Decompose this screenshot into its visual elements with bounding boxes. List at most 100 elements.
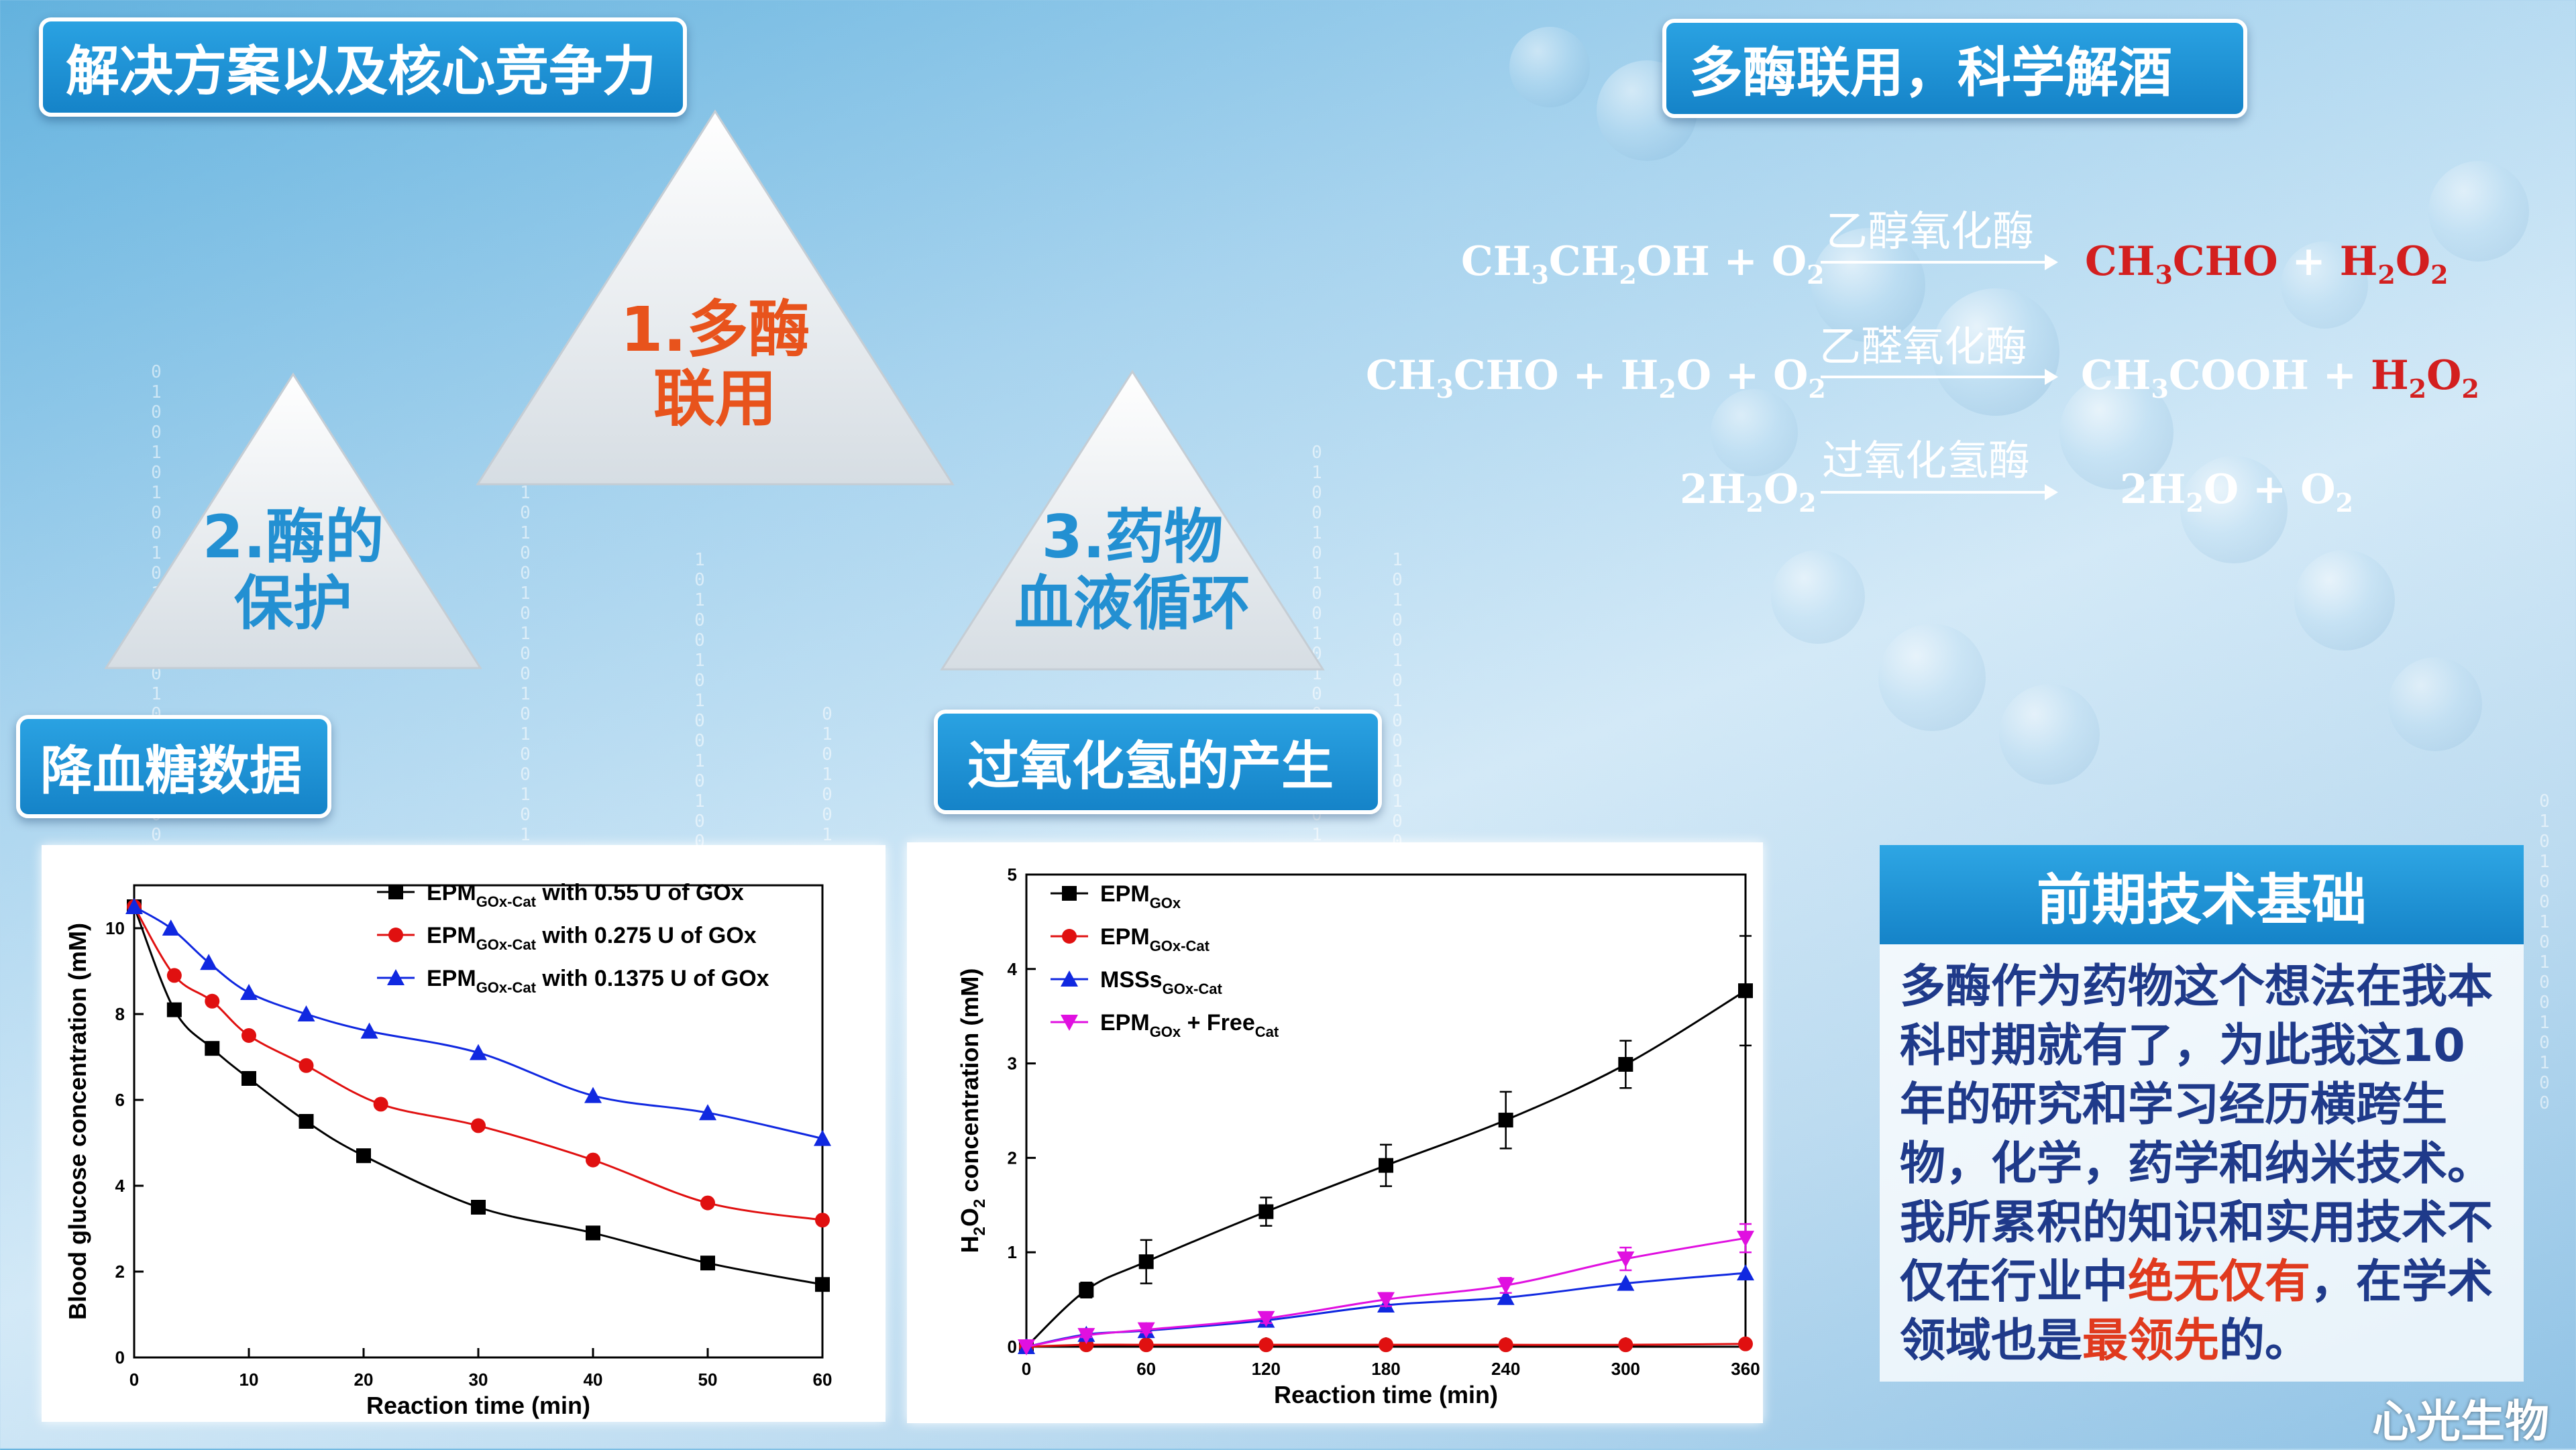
data-point [1258, 1337, 1274, 1353]
right-title-text: 多酶联用，科学解酒 [1689, 42, 2172, 104]
data-point [1617, 1274, 1635, 1291]
data-point [166, 968, 182, 983]
info-text-b: ，在学术领域也是 [1900, 1256, 2493, 1368]
x-tick-label: 180 [1371, 1359, 1400, 1379]
legend-marker [1061, 970, 1078, 987]
legend-name-sub: GOx-Cat [1150, 938, 1210, 954]
legend-name-sub: GOx-Cat [476, 936, 537, 953]
section-h2o2-text: 过氧化氢的产生 [967, 736, 1334, 797]
legend-label: MSSsGOx-Cat [1100, 967, 1223, 997]
h2o2-chart-svg: 0 60 120 180 240 300 360 0 1 2 3 4 5 Reaction time (m… [956, 865, 1760, 1408]
y-tick-label: 0 [1008, 1337, 1017, 1357]
x-tick-label: 60 [813, 1370, 833, 1390]
legend-name-sub: GOx-Cat [476, 893, 537, 910]
data-point [1738, 1336, 1753, 1351]
reaction-2-enzyme: 乙醛氧化酶 [1819, 322, 2028, 371]
data-point [699, 1104, 716, 1121]
reaction-3-arrow [1821, 484, 2058, 500]
data-point [815, 1213, 830, 1228]
data-point [1377, 1292, 1395, 1308]
y-tick-label: 5 [1008, 865, 1017, 885]
section-glucose-header: 降血糖数据 [16, 715, 331, 818]
data-point [162, 919, 180, 936]
y-axis-label-part: H [956, 1235, 983, 1253]
legend-name: EPM [427, 923, 476, 948]
triangle-multi-enzyme [476, 109, 955, 486]
triangle-2-line2: 保护 [233, 568, 352, 638]
data-point [205, 993, 220, 1009]
main-title: 解决方案以及核心竞争力 [39, 17, 687, 117]
legend-label: EPMGOx-Cat with 0.275 U of GOx [427, 923, 757, 953]
data-point [586, 1152, 600, 1168]
legend-name: EPM [1100, 1010, 1150, 1036]
y-tick-label: 2 [115, 1262, 125, 1282]
legend-label: EPMGOx-Cat with 0.1375 U of GOx [427, 966, 769, 996]
data-point [470, 1044, 487, 1060]
legend-label: EPMGOx + FreeCat [1100, 1010, 1279, 1040]
x-tick-label: 360 [1731, 1359, 1760, 1379]
data-point [1618, 1057, 1633, 1072]
x-tick-label: 120 [1252, 1359, 1281, 1379]
y-tick-label: 4 [115, 1176, 125, 1196]
y-tick-label: 4 [1008, 959, 1018, 979]
reaction-1-right: CH3CHO + H2O2 [2085, 238, 2449, 290]
data-point [1497, 1288, 1515, 1305]
x-tick-label: 300 [1611, 1359, 1640, 1379]
legend-name: EPM [427, 966, 476, 991]
x-tick-label: 40 [584, 1370, 603, 1390]
data-point [360, 1022, 378, 1039]
legend-name-sub2: Cat [1255, 1023, 1279, 1040]
main-title-text: 解决方案以及核心竞争力 [66, 40, 656, 103]
glucose-chart-svg: 0 10 20 30 40 50 60 0 2 4 6 8 10 Reaction time (min) B… [64, 880, 833, 1419]
x-tick-label: 60 [1136, 1359, 1156, 1379]
info-highlight-1: 绝无仅有 [2128, 1256, 2311, 1308]
data-point [241, 1071, 256, 1086]
reaction-1-enzyme: 乙醇氧化酶 [1826, 207, 2035, 256]
info-header: 前期技术基础 [1880, 845, 2524, 944]
data-point [586, 1225, 600, 1241]
legend-name-sub: GOx [1150, 1023, 1181, 1040]
reaction-2-arrow [1821, 369, 2058, 385]
reaction-equations: CH3CH2OH + O2 乙醇氧化酶 CH3CHO + H2O2 CH3CHO… [1342, 188, 2522, 537]
company-logo-text: 心光生物 [2372, 1396, 2549, 1447]
h2o2-chart: 0 60 120 180 240 300 360 0 1 2 3 4 5 Reaction time (m… [907, 842, 1763, 1423]
x-tick-label: 0 [129, 1370, 139, 1390]
data-point [1379, 1158, 1393, 1173]
glucose-chart: 0 10 20 30 40 50 60 0 2 4 6 8 10 Reaction time (min) B… [42, 845, 885, 1422]
legend-name-tail: + Free [1181, 1010, 1255, 1036]
y-axis-label-part: 2 [971, 1199, 989, 1208]
reaction-2-left: CH3CHO + H2O + O2 [1366, 352, 1826, 404]
x-tick-label: 0 [1022, 1359, 1031, 1379]
y-tick-label: 6 [115, 1090, 125, 1110]
data-point [299, 1058, 314, 1073]
triangle-3-line1: 3.药物 [1041, 502, 1224, 571]
triangle-enzyme-protection-label: 2.酶的 保护 [159, 504, 427, 636]
data-point [700, 1195, 715, 1211]
legend-name: MSSs [1100, 967, 1163, 993]
legend-label: EPMGOx [1100, 881, 1181, 911]
data-point [1497, 1278, 1515, 1294]
y-tick-label: 0 [115, 1347, 125, 1368]
triangle-2-line1: 2.酶的 [202, 502, 384, 571]
legend-name-tail: with 0.1375 U of GOx [536, 966, 769, 991]
triangle-1-line1: 1.多酶 [620, 294, 810, 366]
right-title: 多酶联用，科学解酒 [1662, 19, 2247, 118]
x-tick-label: 30 [469, 1370, 488, 1390]
y-axis-label-part: O [956, 1208, 983, 1227]
data-point [1138, 1337, 1154, 1353]
legend-marker [388, 885, 403, 899]
y-tick-label: 8 [115, 1004, 125, 1024]
y-tick-label: 10 [105, 918, 125, 938]
legend-name: EPM [1100, 924, 1150, 950]
data-point [1077, 1328, 1095, 1345]
data-point [125, 898, 143, 914]
data-point [200, 954, 218, 970]
legend-name: EPM [427, 880, 476, 905]
data-point [1617, 1251, 1635, 1268]
data-point [1379, 1337, 1393, 1353]
data-point [584, 1086, 602, 1103]
y-axis-label-part: concentration (mM) [956, 968, 983, 1199]
reaction-2-right: CH3COOH + H2O2 [2081, 352, 2479, 404]
data-point [299, 1114, 314, 1129]
y-tick-label: 1 [1008, 1242, 1017, 1262]
